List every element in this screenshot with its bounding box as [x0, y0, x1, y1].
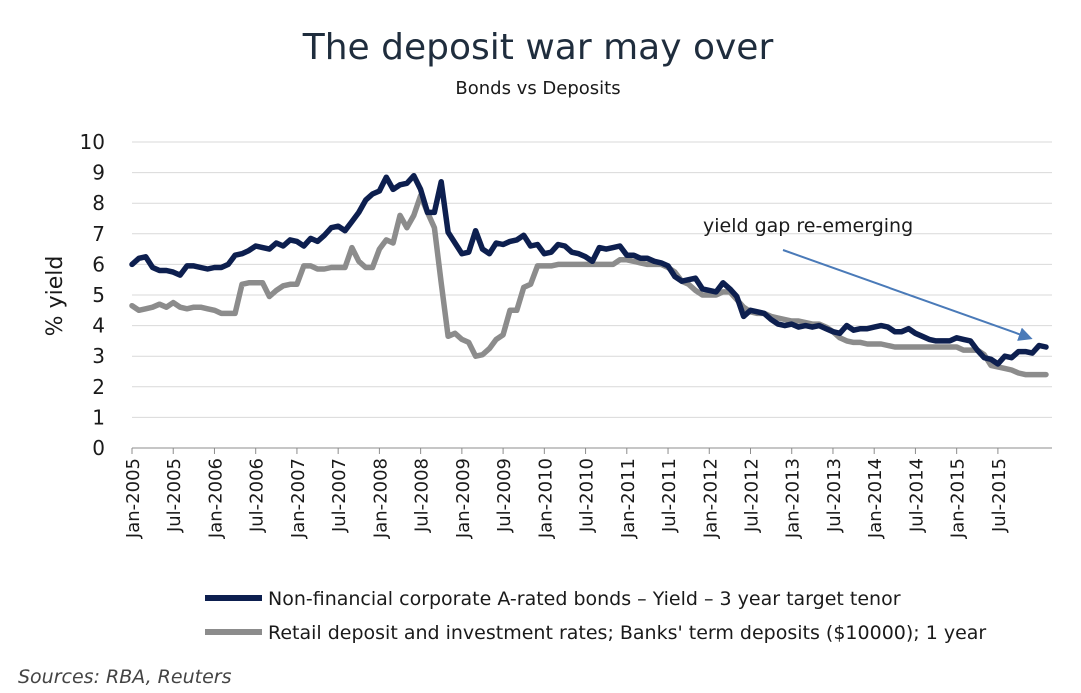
series-line-deposits [129, 192, 1049, 378]
y-tick-label: 4 [92, 314, 105, 338]
series-lines [129, 172, 1049, 378]
y-tick-label: 10 [80, 130, 105, 154]
y-tick-label: 3 [92, 344, 105, 368]
legend-label-deposits: Retail deposit and investment rates; Ban… [268, 622, 986, 644]
legend: Non-financial corporate A-rated bonds – … [205, 588, 986, 644]
x-tick-label: Jan-2009 [453, 458, 474, 539]
x-tick-label: Jul-2012 [741, 458, 762, 533]
y-tick-label: 9 [92, 161, 105, 185]
y-tick-label: 8 [92, 191, 105, 215]
x-tick-label: Jul-2005 [164, 458, 185, 533]
annotation-arrow [782, 249, 1033, 341]
x-tick-label: Jul-2010 [577, 458, 598, 533]
x-tick-label: Jul-2008 [412, 458, 433, 533]
gridlines [132, 141, 1052, 449]
x-tick-label: Jan-2015 [948, 458, 969, 539]
x-tick-label: Jan-2005 [123, 458, 144, 539]
legend-label-bonds: Non-financial corporate A-rated bonds – … [268, 588, 901, 610]
x-tick-label: Jan-2011 [618, 458, 639, 539]
x-tick-label: Jul-2015 [989, 458, 1010, 533]
x-tick-label: Jul-2014 [906, 458, 927, 533]
x-axis-ticks: Jan-2005 Jul-2005 Jan-2006 Jul-2006 Jan-2007… [123, 448, 1010, 539]
x-tick-label: Jan-2013 [783, 458, 804, 539]
y-tick-label: 7 [92, 222, 105, 246]
x-tick-label: Jul-2007 [329, 458, 350, 533]
y-tick-label: 2 [92, 375, 105, 399]
y-tick-label: 1 [92, 405, 105, 429]
x-tick-label: Jul-2009 [494, 458, 515, 533]
x-tick-label: Jan-2006 [205, 458, 226, 539]
y-tick-label: 5 [92, 283, 105, 307]
x-tick-label: Jul-2006 [247, 458, 268, 533]
x-tick-label: Jan-2007 [288, 458, 309, 539]
series-line-bonds [129, 172, 1049, 367]
x-tick-label: Jan-2014 [865, 458, 886, 539]
x-tick-label: Jan-2008 [370, 458, 391, 539]
chart-subtitle: Bonds vs Deposits [455, 78, 620, 99]
x-tick-label: Jan-2010 [535, 458, 556, 539]
chart-title: The deposit war may over [302, 27, 774, 68]
x-tick-label: Jan-2012 [700, 458, 721, 539]
y-tick-label: 0 [92, 436, 105, 460]
y-axis-label: % yield [43, 256, 68, 337]
annotation-text: yield gap re-emerging [703, 215, 913, 237]
y-axis-ticks: 0 1 2 3 4 5 6 7 8 9 10 [80, 130, 105, 460]
x-tick-label: Jul-2011 [659, 458, 680, 533]
source-note: Sources: RBA, Reuters [18, 666, 232, 688]
x-tick-label: Jul-2013 [824, 458, 845, 533]
y-tick-label: 6 [92, 252, 105, 276]
